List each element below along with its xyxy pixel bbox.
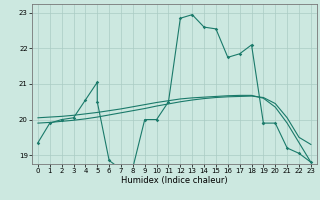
X-axis label: Humidex (Indice chaleur): Humidex (Indice chaleur): [121, 176, 228, 185]
